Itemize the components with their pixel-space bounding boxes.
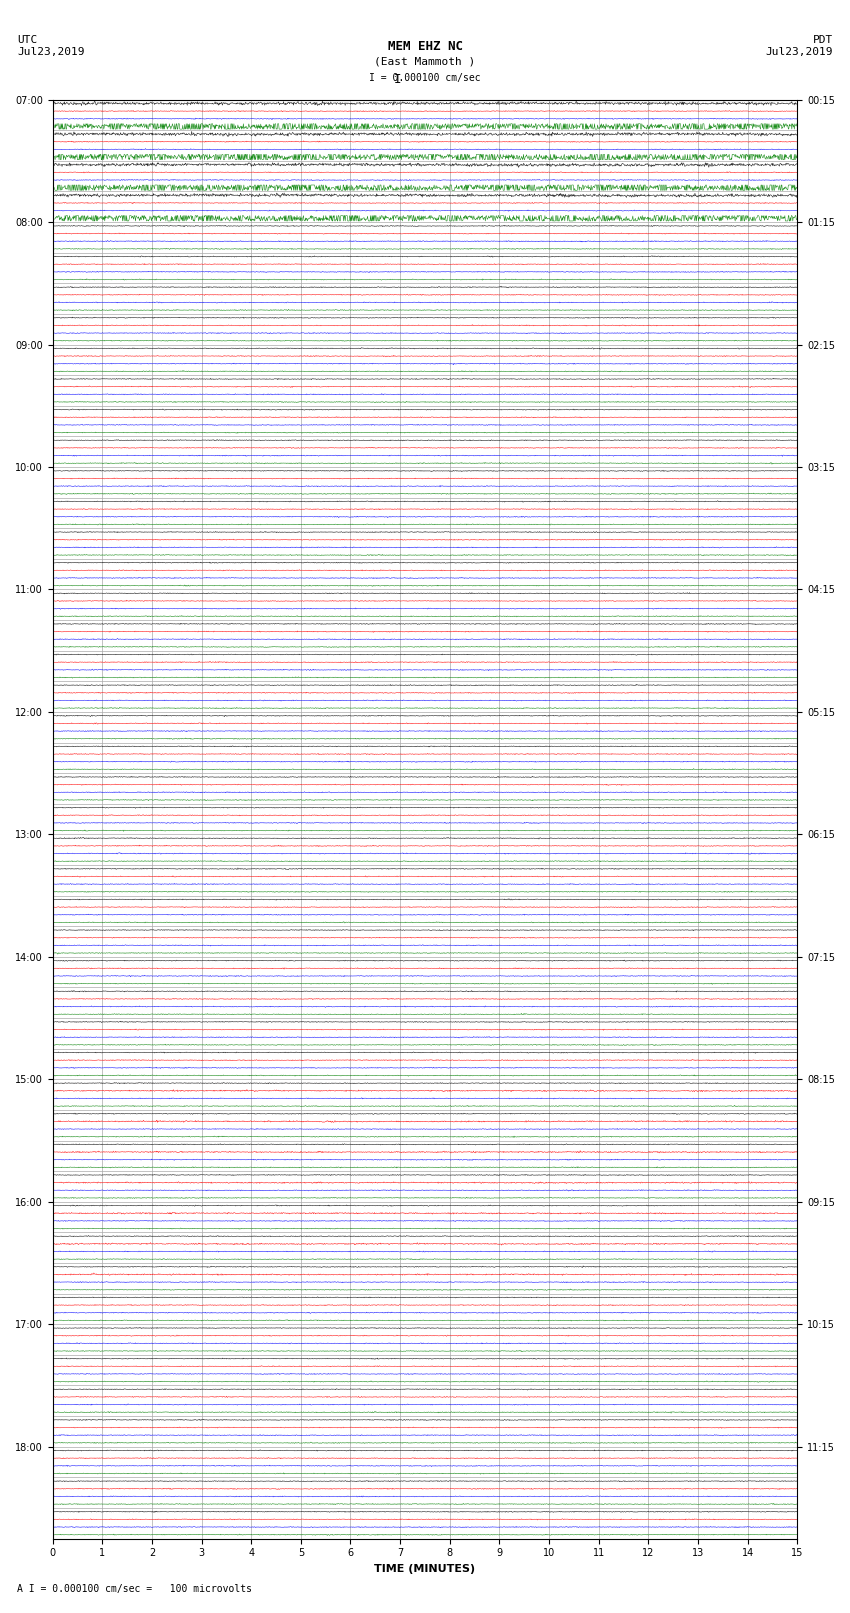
Text: PDT
Jul23,2019: PDT Jul23,2019 bbox=[766, 35, 833, 56]
Text: MEM EHZ NC: MEM EHZ NC bbox=[388, 40, 462, 53]
Text: I: I bbox=[394, 73, 401, 85]
Text: UTC
Jul23,2019: UTC Jul23,2019 bbox=[17, 35, 84, 56]
Text: (East Mammoth ): (East Mammoth ) bbox=[374, 56, 476, 66]
X-axis label: TIME (MINUTES): TIME (MINUTES) bbox=[374, 1565, 475, 1574]
Text: A I = 0.000100 cm/sec =   100 microvolts: A I = 0.000100 cm/sec = 100 microvolts bbox=[17, 1584, 252, 1594]
Text: I = 0.000100 cm/sec: I = 0.000100 cm/sec bbox=[369, 73, 481, 82]
